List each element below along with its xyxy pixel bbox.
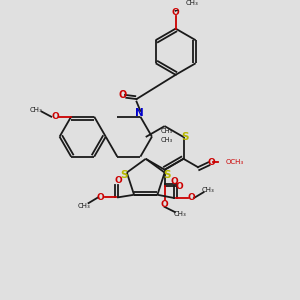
Text: OCH₃: OCH₃ [226,159,244,165]
Text: O: O [118,90,127,100]
Text: CH₃: CH₃ [161,128,173,134]
Text: O: O [170,177,178,186]
Text: O: O [161,200,169,209]
Text: CH₃: CH₃ [185,0,198,6]
Text: CH₃: CH₃ [161,137,173,143]
Text: N: N [135,107,144,118]
Text: O: O [172,8,179,17]
Text: S: S [121,170,128,180]
Text: O: O [114,176,122,185]
Text: O: O [188,194,195,202]
Text: CH₃: CH₃ [174,211,186,217]
Text: CH₃: CH₃ [77,203,90,209]
Text: S: S [164,170,171,180]
Text: O: O [97,193,105,202]
Text: S: S [182,132,189,142]
Text: O: O [176,182,183,191]
Text: CH₃: CH₃ [202,187,215,193]
Text: O: O [208,158,215,167]
Text: O: O [51,112,59,121]
Text: CH₃: CH₃ [30,106,43,112]
